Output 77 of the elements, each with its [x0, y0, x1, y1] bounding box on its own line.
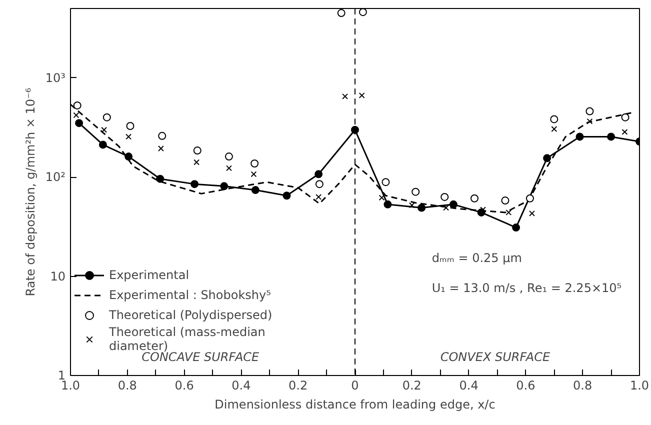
x-tick-label: 0.4 — [459, 378, 478, 392]
point — [449, 200, 458, 208]
x-tick-label: 0.4 — [232, 378, 251, 392]
annotation: dₘₘ = 0.25 μm — [432, 250, 522, 265]
point — [621, 113, 630, 122]
point — [412, 188, 420, 196]
point — [506, 209, 512, 216]
annotation: CONVEX SURFACE — [440, 350, 550, 364]
point — [528, 210, 535, 216]
point — [250, 171, 257, 178]
point — [512, 224, 520, 232]
point — [250, 160, 259, 168]
point — [550, 115, 558, 124]
point — [586, 118, 593, 124]
point — [358, 92, 365, 98]
point — [194, 159, 200, 166]
legend-label: Experimental — [109, 268, 190, 282]
point — [190, 180, 199, 188]
point — [226, 165, 232, 172]
point — [607, 132, 616, 141]
x-tick-label: 0.8 — [573, 378, 592, 392]
point — [314, 170, 323, 178]
point — [470, 194, 478, 202]
point — [342, 93, 348, 100]
point — [551, 126, 558, 132]
point — [480, 206, 486, 213]
point — [316, 194, 322, 200]
point — [156, 174, 164, 183]
point — [75, 119, 84, 128]
point — [384, 200, 392, 208]
point — [73, 112, 80, 118]
x-tick-label: 1.0 — [630, 378, 650, 392]
x-tick-label: 0.2 — [288, 378, 308, 392]
point — [102, 113, 111, 122]
point — [158, 132, 166, 140]
point — [126, 134, 132, 140]
x-axis-title: Dimensionless distance from leading edge, x/c — [214, 398, 496, 412]
annotation: U₁ = 13.0 m/s , Re₁ = 2.25×10⁵ — [432, 280, 622, 295]
point — [576, 132, 584, 141]
x-tick-label: 0.2 — [402, 378, 422, 392]
point — [124, 152, 133, 161]
point — [98, 140, 107, 149]
y-tick-label: 10 — [50, 269, 66, 284]
legend-label: Theoretical (mass-median diameter) — [109, 325, 266, 353]
point — [501, 196, 510, 205]
point — [378, 194, 385, 201]
point — [358, 8, 367, 16]
point — [586, 107, 594, 116]
x-tick-label: 0.6 — [516, 378, 536, 392]
point — [418, 204, 426, 212]
annotation: CONCAVE SURFACE — [142, 350, 260, 364]
point — [126, 122, 134, 130]
point — [382, 178, 390, 186]
point — [315, 180, 324, 188]
legend-label: Experimental : Shobokshy⁵ — [109, 288, 271, 302]
point — [526, 194, 534, 202]
point — [251, 186, 260, 194]
point — [101, 126, 108, 133]
point — [193, 146, 202, 155]
legend-label: Theoretical (Polydispersed) — [109, 308, 272, 322]
point — [337, 9, 346, 18]
y-tick-label: 10³ — [45, 70, 66, 85]
point — [440, 192, 449, 201]
x-tick-label: 0.6 — [174, 378, 194, 392]
point — [543, 154, 552, 162]
y-tick-label: 10² — [45, 170, 66, 184]
point — [158, 146, 164, 152]
x-tick-label: 1.0 — [60, 378, 80, 392]
y-axis-title: Rate of deposition, g/mm²h × 10⁻⁶ — [23, 88, 38, 296]
point — [408, 202, 415, 208]
point — [73, 101, 82, 110]
point — [224, 152, 233, 161]
x-tick-label: 0 — [351, 378, 359, 392]
point — [282, 192, 291, 200]
point — [622, 128, 628, 135]
point — [220, 182, 228, 190]
x-tick-label: 0.8 — [118, 378, 137, 392]
